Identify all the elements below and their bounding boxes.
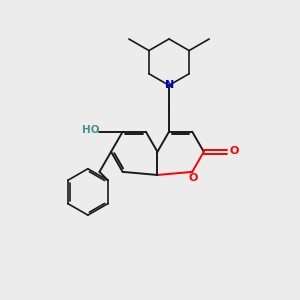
Text: O: O <box>230 146 239 156</box>
Text: HO: HO <box>82 125 100 135</box>
Text: O: O <box>188 173 197 183</box>
Text: N: N <box>165 80 175 90</box>
